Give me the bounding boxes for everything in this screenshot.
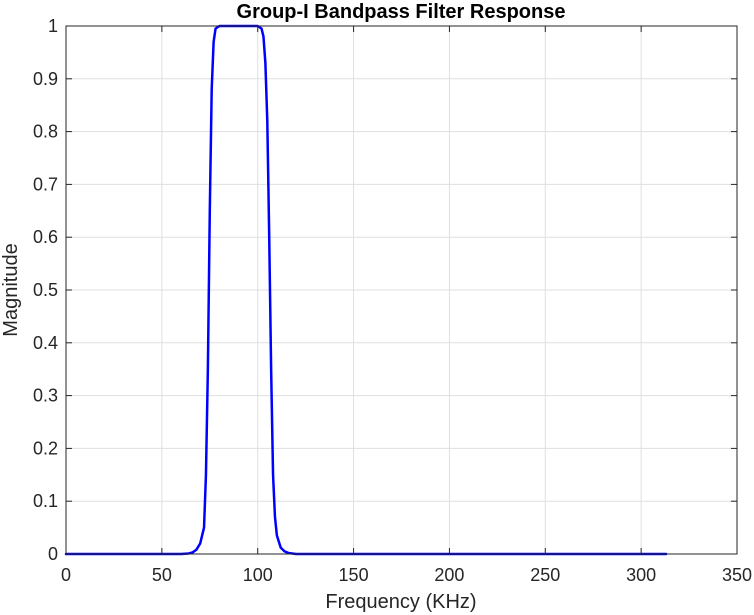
y-axis-label: Magnitude — [0, 243, 22, 336]
y-tick-label: 0.8 — [33, 122, 58, 142]
x-tick-label: 100 — [243, 565, 273, 585]
x-tick-label: 300 — [626, 565, 656, 585]
x-tick-label: 150 — [339, 565, 369, 585]
y-tick-label: 0.4 — [33, 333, 58, 353]
y-tick-label: 0.9 — [33, 69, 58, 89]
y-tick-label: 0.1 — [33, 491, 58, 511]
y-tick-label: 0.3 — [33, 386, 58, 406]
x-axis-label: Frequency (KHz) — [325, 591, 476, 613]
y-tick-label: 0.6 — [33, 227, 58, 247]
x-tick-label: 200 — [434, 565, 464, 585]
y-tick-label: 1 — [48, 16, 58, 36]
x-tick-label: 250 — [530, 565, 560, 585]
y-tick-label: 0.7 — [33, 174, 58, 194]
y-tick-label: 0.5 — [33, 280, 58, 300]
series-line — [64, 24, 668, 556]
chart-title: Group-I Bandpass Filter Response — [237, 1, 566, 23]
x-tick-label: 50 — [152, 565, 172, 585]
ticks: 0 50 100 150 200 250 300 350 0 0.1 0.2 0.3 0.4 0.5 0.6… — [33, 16, 752, 585]
x-tick-label: 0 — [61, 565, 71, 585]
x-tick-label: 350 — [722, 565, 752, 585]
y-tick-label: 0 — [48, 544, 58, 564]
series-group — [64, 24, 668, 556]
y-tick-label: 0.2 — [33, 438, 58, 458]
